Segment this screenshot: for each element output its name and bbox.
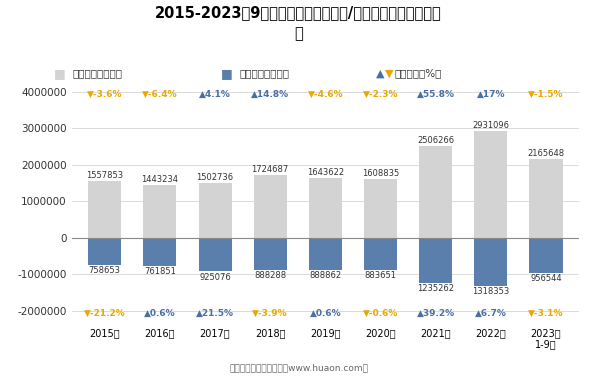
Bar [88, 181, 121, 238]
Bar [199, 183, 232, 238]
Text: 758653: 758653 [89, 267, 121, 276]
Text: ▼-1.5%: ▼-1.5% [528, 90, 564, 99]
Text: ▲6.7%: ▲6.7% [475, 309, 507, 318]
Text: ▲55.8%: ▲55.8% [417, 90, 455, 99]
Text: 2165648: 2165648 [527, 149, 565, 158]
Text: ▲0.6%: ▲0.6% [310, 309, 341, 318]
Bar [364, 238, 397, 270]
Text: ▼-0.6%: ▼-0.6% [363, 309, 398, 318]
Bar [254, 175, 287, 238]
Bar [474, 131, 507, 238]
Bar [530, 159, 562, 238]
Text: 1724687: 1724687 [251, 165, 289, 174]
Bar [88, 238, 121, 265]
Text: ▲4.1%: ▲4.1% [199, 90, 231, 99]
Text: ▲: ▲ [376, 68, 384, 78]
Text: 1502736: 1502736 [196, 173, 233, 182]
Text: ▼-3.6%: ▼-3.6% [87, 90, 122, 99]
Text: ▲14.8%: ▲14.8% [251, 90, 290, 99]
Bar [309, 238, 342, 270]
Text: 2931096: 2931096 [472, 121, 509, 130]
Text: ▲21.5%: ▲21.5% [196, 309, 234, 318]
Text: 制图：华经产业研究院（www.huaon.com）: 制图：华经产业研究院（www.huaon.com） [229, 363, 368, 372]
Text: 同比增长（%）: 同比增长（%） [394, 68, 441, 78]
Text: 进口额（万美元）: 进口额（万美元） [240, 68, 290, 78]
Text: 761851: 761851 [144, 267, 176, 276]
Text: ▼-2.3%: ▼-2.3% [363, 90, 398, 99]
Bar [474, 238, 507, 286]
Text: 2506266: 2506266 [417, 136, 454, 145]
Text: 1443234: 1443234 [141, 175, 179, 184]
Text: 1643622: 1643622 [307, 168, 344, 177]
Text: 2015-2023年9月福州市（境内目的地/货源地）进、出口额统
计: 2015-2023年9月福州市（境内目的地/货源地）进、出口额统 计 [155, 6, 442, 42]
Text: ▼: ▼ [385, 68, 393, 78]
Text: 出口额（万美元）: 出口额（万美元） [73, 68, 123, 78]
Bar [143, 238, 177, 265]
Bar [199, 238, 232, 271]
Text: 1318353: 1318353 [472, 287, 509, 296]
Text: ▼-6.4%: ▼-6.4% [142, 90, 178, 99]
Text: ▲17%: ▲17% [476, 90, 505, 99]
Bar [364, 179, 397, 238]
Text: 956544: 956544 [530, 274, 562, 283]
Text: 888288: 888288 [254, 271, 287, 280]
Bar [419, 146, 453, 238]
Text: ▼-3.9%: ▼-3.9% [253, 309, 288, 318]
Text: 883651: 883651 [365, 271, 396, 280]
Text: 1557853: 1557853 [86, 171, 124, 180]
Bar [419, 238, 453, 283]
Text: ■: ■ [54, 67, 66, 80]
Text: 888862: 888862 [309, 271, 341, 280]
Bar [530, 238, 562, 273]
Text: ▼-4.6%: ▼-4.6% [307, 90, 343, 99]
Text: ▲0.6%: ▲0.6% [144, 309, 176, 318]
Text: 1235262: 1235262 [417, 284, 454, 293]
Bar [309, 178, 342, 238]
Text: 1608835: 1608835 [362, 169, 399, 178]
Bar [143, 185, 177, 238]
Text: ▼-21.2%: ▼-21.2% [84, 309, 125, 318]
Bar [254, 238, 287, 270]
Text: 925076: 925076 [199, 273, 231, 282]
Text: ▲39.2%: ▲39.2% [417, 309, 455, 318]
Text: ■: ■ [221, 67, 233, 80]
Text: ▼-3.1%: ▼-3.1% [528, 309, 564, 318]
